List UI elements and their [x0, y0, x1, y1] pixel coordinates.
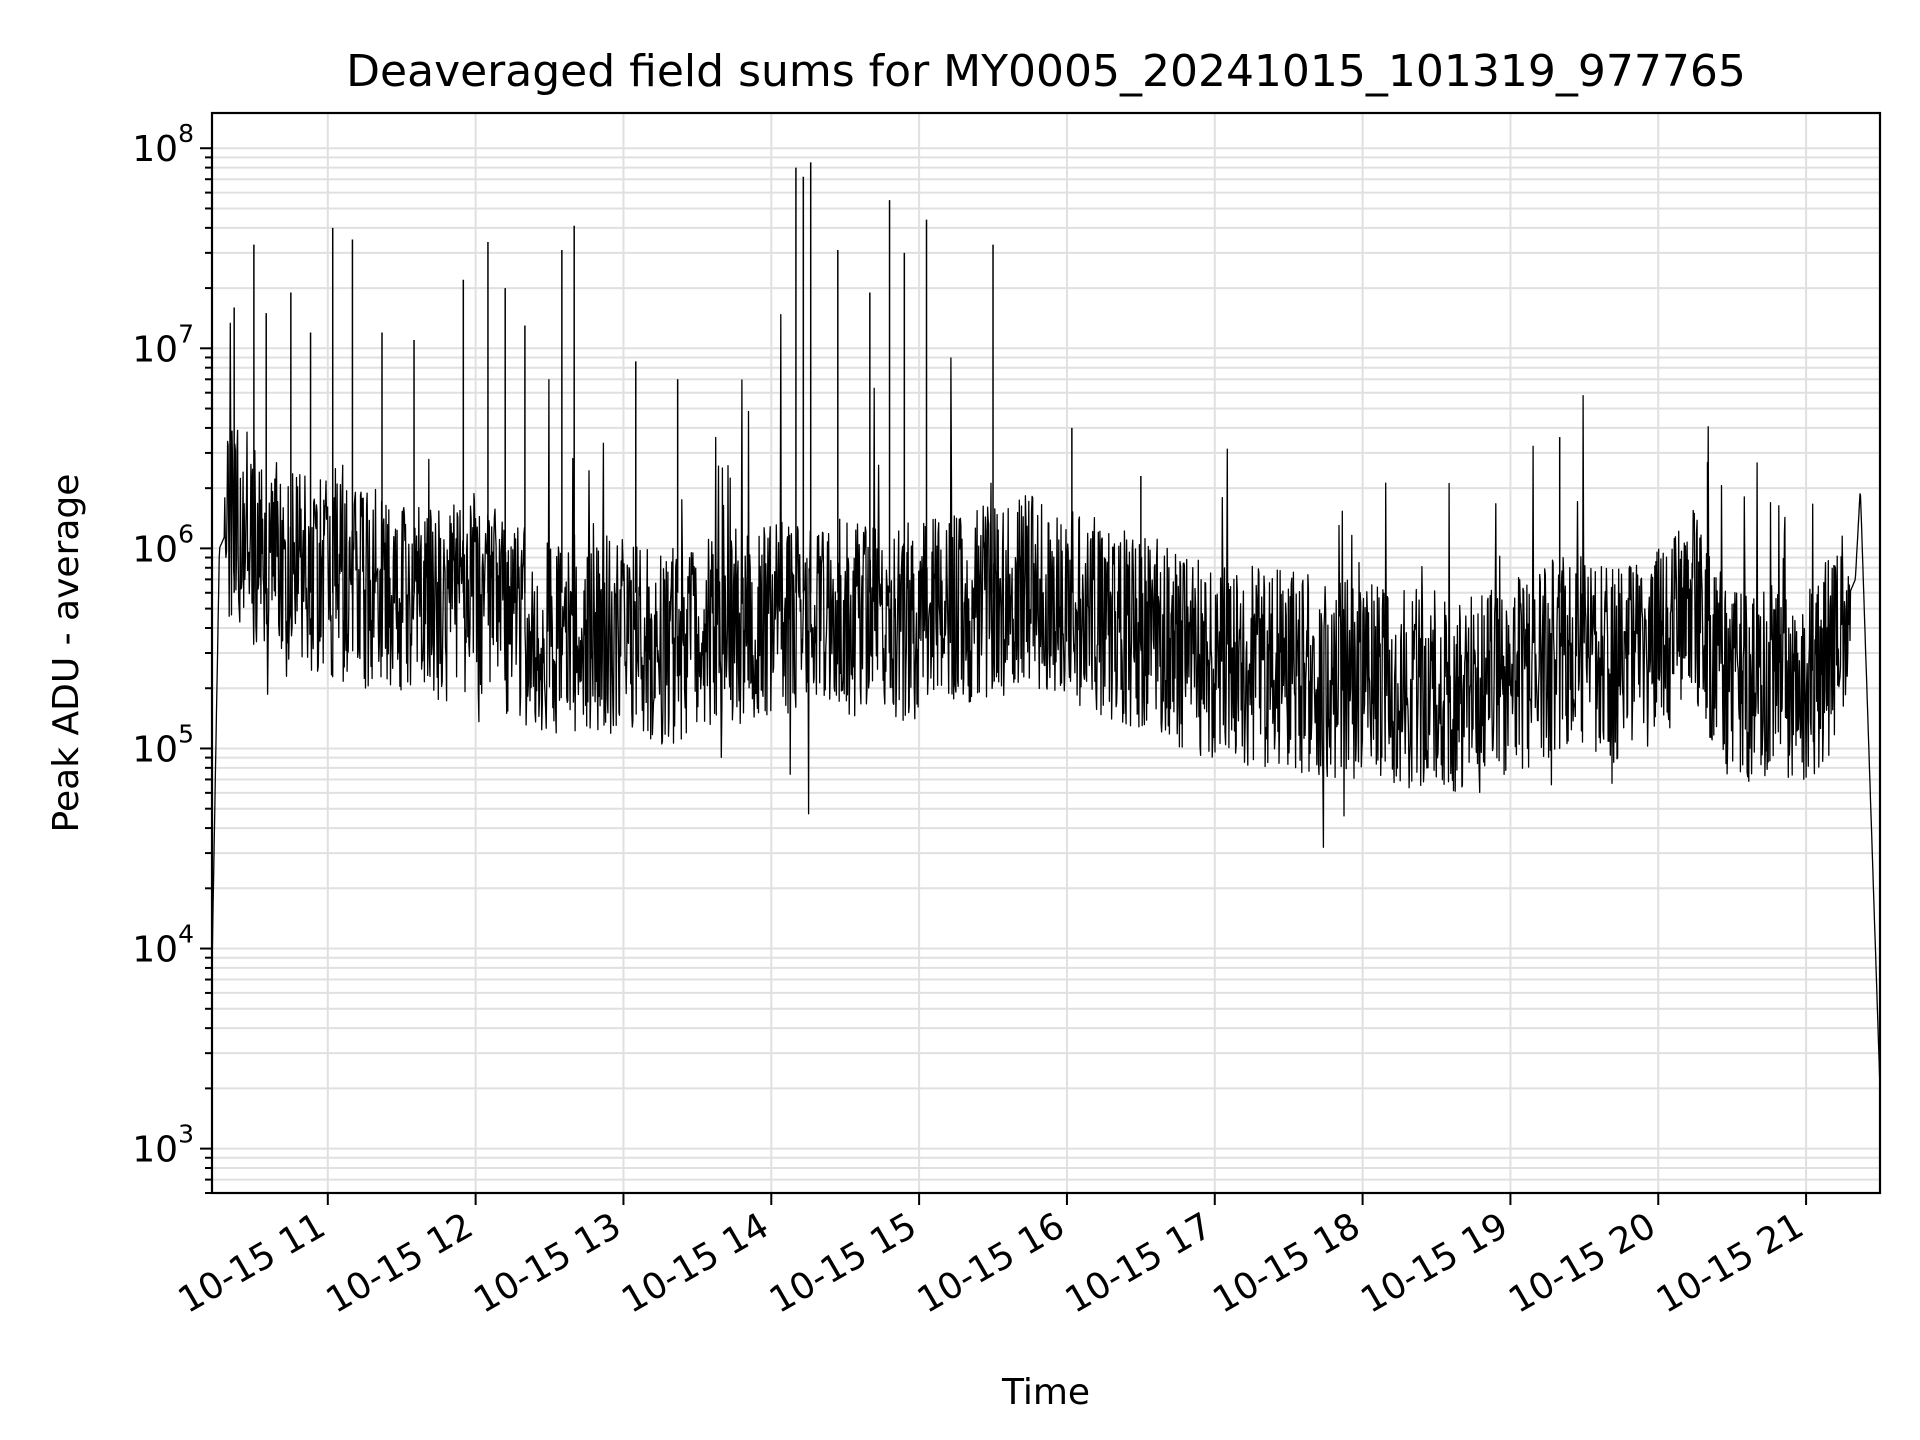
y-tick-exponent: 3	[178, 1120, 194, 1149]
y-tick-label: 107	[132, 319, 194, 370]
y-tick-base: 10	[132, 529, 178, 570]
y-tick-label: 103	[132, 1120, 194, 1171]
y-tick-exponent: 7	[178, 319, 194, 348]
y-tick-label: 106	[132, 519, 194, 570]
y-tick-label: 105	[132, 719, 194, 770]
y-tick-base: 10	[132, 729, 178, 770]
data-layer	[211, 162, 1881, 1089]
y-tick-base: 10	[132, 129, 178, 170]
y-tick-base: 10	[132, 329, 178, 370]
y-tick-label: 104	[132, 920, 194, 971]
y-tick-base: 10	[132, 930, 178, 971]
y-tick-exponent: 4	[178, 920, 194, 949]
series-line	[211, 314, 1881, 1089]
y-tick-exponent: 5	[178, 719, 194, 748]
x-axis-label: Time	[1001, 1372, 1090, 1413]
plot-frame	[210, 111, 1882, 1195]
y-axis-label: Peak ADU - average	[46, 474, 87, 833]
y-tick-exponent: 6	[178, 519, 194, 548]
y-tick-base: 10	[132, 1130, 178, 1171]
grid	[212, 113, 1880, 1194]
y-tick-exponent: 8	[178, 119, 194, 148]
y-tick-label: 108	[132, 119, 194, 170]
chart-title: Deaveraged field sums for MY0005_2024101…	[346, 46, 1746, 97]
